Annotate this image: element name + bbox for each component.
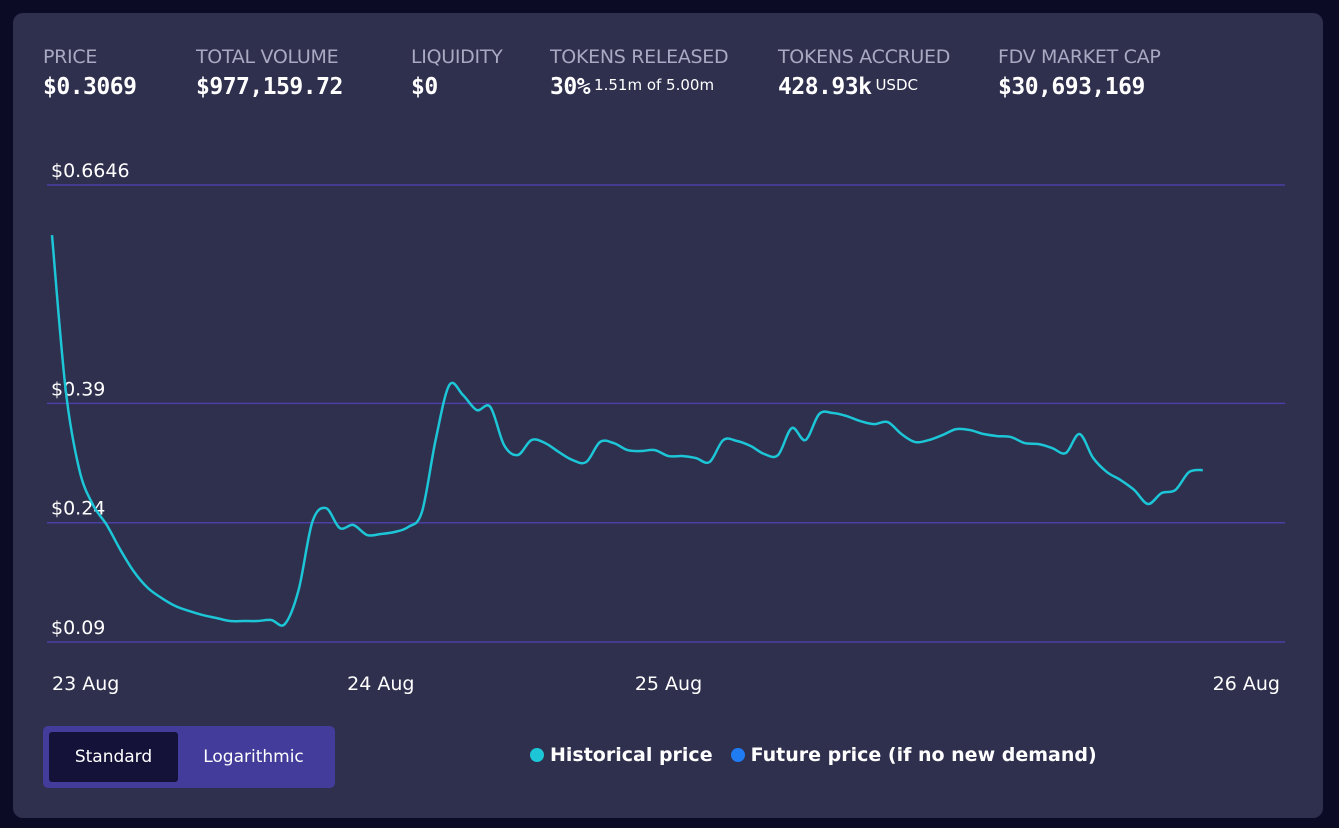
scale-toggle: Standard Logarithmic [43,726,335,788]
stat: FDV MARKET CAP $30,693,169 [998,46,1161,100]
stat-row: $0 [411,74,502,100]
stat: TOKENS RELEASED 30% 1.51m of 5.00m [550,46,729,100]
legend-item: Historical price [530,744,713,766]
stat: TOKENS ACCRUED 428.93k USDC [778,46,950,100]
stat-row: $30,693,169 [998,74,1161,100]
stat-label: PRICE [43,46,98,68]
stat-label: TOKENS RELEASED [550,46,729,68]
stat-value: $977,159.72 [196,74,343,100]
stat-label: FDV MARKET CAP [998,46,1161,68]
y-tick-label: $0.24 [51,498,105,520]
stat: TOTAL VOLUME $977,159.72 [196,46,343,100]
scale-option[interactable]: Logarithmic [203,747,304,767]
legend-item: Future price (if no new demand) [730,744,1097,766]
y-tick-label: $0.39 [51,378,105,400]
legend-label: Historical price [550,744,713,766]
stat-label: TOKENS ACCRUED [778,46,951,68]
stat-row: $0.3069 [43,74,137,100]
price-line [50,234,1203,627]
legend-swatch [530,748,544,762]
stat: PRICE $0.3069 [43,46,137,100]
x-tick-label: 26 Aug [1213,673,1280,695]
legend-swatch [730,748,745,762]
stat-row: 30% 1.51m of 5.00m [550,74,728,100]
stat-label: TOTAL VOLUME [196,46,339,68]
stat-value: $0.3069 [43,74,137,100]
stat-value: 30% [550,74,591,100]
stat-value: $30,693,169 [998,74,1145,100]
y-tick-label: $0.09 [51,617,105,639]
stat-row: 428.93k USDC [778,74,950,100]
stat-value: $0 [411,74,438,100]
legend: Historical price Future price (if no new … [530,744,1115,766]
stat-label: LIQUIDITY [411,46,503,68]
scale-option[interactable]: Standard [49,732,178,782]
stat: LIQUIDITY $0 [411,46,503,100]
stat-detail: 1.51m of 5.00m [594,76,715,94]
stat-detail: USDC [875,76,918,94]
panel [13,13,1323,818]
x-tick-label: 25 Aug [635,673,702,695]
legend-label: Future price (if no new demand) [750,744,1097,766]
x-tick-label: 23 Aug [52,673,119,695]
stat-row: $977,159.72 [196,74,343,100]
x-tick-label: 24 Aug [347,673,414,695]
y-tick-label: $0.6646 [51,160,130,182]
stat-value: 428.93k [778,74,872,100]
